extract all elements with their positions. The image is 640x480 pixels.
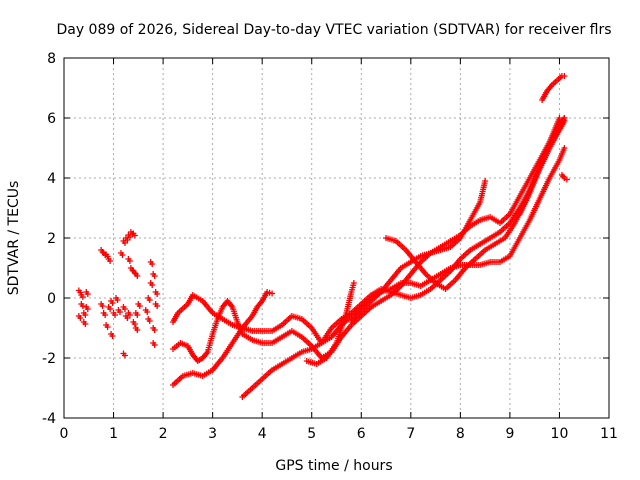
y-tick-label: 6 xyxy=(47,111,56,127)
data-point xyxy=(154,303,161,309)
data-point xyxy=(109,300,116,306)
data-point xyxy=(146,318,153,324)
data-point xyxy=(107,306,114,312)
data-point xyxy=(79,294,86,300)
grid xyxy=(64,58,609,418)
data-point xyxy=(149,261,156,267)
series-track-a xyxy=(170,145,568,346)
data-point xyxy=(102,312,109,318)
chart-title: Day 089 of 2026, Sidereal Day-to-day VTE… xyxy=(56,22,611,38)
data-point xyxy=(99,303,106,309)
data-point xyxy=(563,176,570,183)
data-point xyxy=(144,309,151,315)
data-point xyxy=(82,312,89,318)
data-point xyxy=(269,290,276,297)
data-point xyxy=(114,297,121,303)
data-point xyxy=(79,303,86,309)
x-tick-label: 0 xyxy=(60,426,69,442)
data-point xyxy=(126,258,133,264)
data-point xyxy=(350,280,357,286)
data-point xyxy=(131,321,138,327)
y-tick-label: -2 xyxy=(42,351,56,367)
series-track-i xyxy=(539,73,568,103)
x-tick-label: 3 xyxy=(208,426,217,442)
data-point xyxy=(146,297,153,303)
data-point xyxy=(121,352,128,359)
data-point xyxy=(104,324,111,330)
x-tick-label: 1 xyxy=(109,426,118,442)
data-point xyxy=(131,232,138,239)
data-point xyxy=(109,333,116,339)
data-point xyxy=(151,327,158,333)
data-point xyxy=(134,312,141,318)
data-point xyxy=(561,73,568,79)
x-tick-label: 7 xyxy=(406,426,415,442)
data-point xyxy=(136,303,143,309)
series-early-scatter xyxy=(75,229,161,359)
data-points xyxy=(75,73,570,400)
series-track-d xyxy=(239,115,568,400)
series-track-b xyxy=(170,289,276,388)
data-point xyxy=(134,273,141,279)
x-tick-label: 8 xyxy=(456,426,465,442)
data-point xyxy=(149,282,156,288)
data-point xyxy=(77,315,84,321)
data-point xyxy=(84,291,91,297)
x-tick-label: 11 xyxy=(600,426,618,442)
x-tick-label: 5 xyxy=(307,426,316,442)
data-point xyxy=(117,309,123,315)
data-point xyxy=(82,321,89,327)
data-point xyxy=(482,178,489,184)
axis-ticks: 0 1 2 3 4 5 6 7 8 9 10 11 -4 -2 0 2 4 6 8 xyxy=(42,51,618,442)
series-track-c xyxy=(170,115,568,364)
x-tick-label: 2 xyxy=(159,426,168,442)
x-tick-label: 6 xyxy=(357,426,366,442)
x-tick-label: 4 xyxy=(258,426,267,442)
data-point xyxy=(107,258,114,264)
data-point xyxy=(112,312,119,318)
data-point xyxy=(561,118,568,124)
data-point xyxy=(126,312,133,318)
data-point xyxy=(134,327,141,333)
y-tick-label: 0 xyxy=(47,291,56,307)
series-track-j xyxy=(558,172,570,183)
y-tick-label: 4 xyxy=(47,171,56,187)
series-track-h xyxy=(516,118,568,217)
data-point xyxy=(154,291,161,297)
x-tick-label: 9 xyxy=(505,426,514,442)
data-point xyxy=(121,306,128,312)
data-point xyxy=(561,145,568,151)
y-tick-label: -4 xyxy=(42,411,56,427)
x-tick-label: 10 xyxy=(551,426,569,442)
x-axis-label: GPS time / hours xyxy=(275,458,392,474)
data-point xyxy=(119,252,126,258)
y-tick-label: 2 xyxy=(47,231,56,247)
y-tick-label: 8 xyxy=(47,51,56,67)
data-point xyxy=(556,115,563,121)
data-point xyxy=(84,306,91,312)
y-axis-label: SDTVAR / TECUs xyxy=(6,181,22,296)
data-point xyxy=(151,342,158,348)
series-track-e xyxy=(303,280,357,367)
data-point xyxy=(151,273,158,279)
